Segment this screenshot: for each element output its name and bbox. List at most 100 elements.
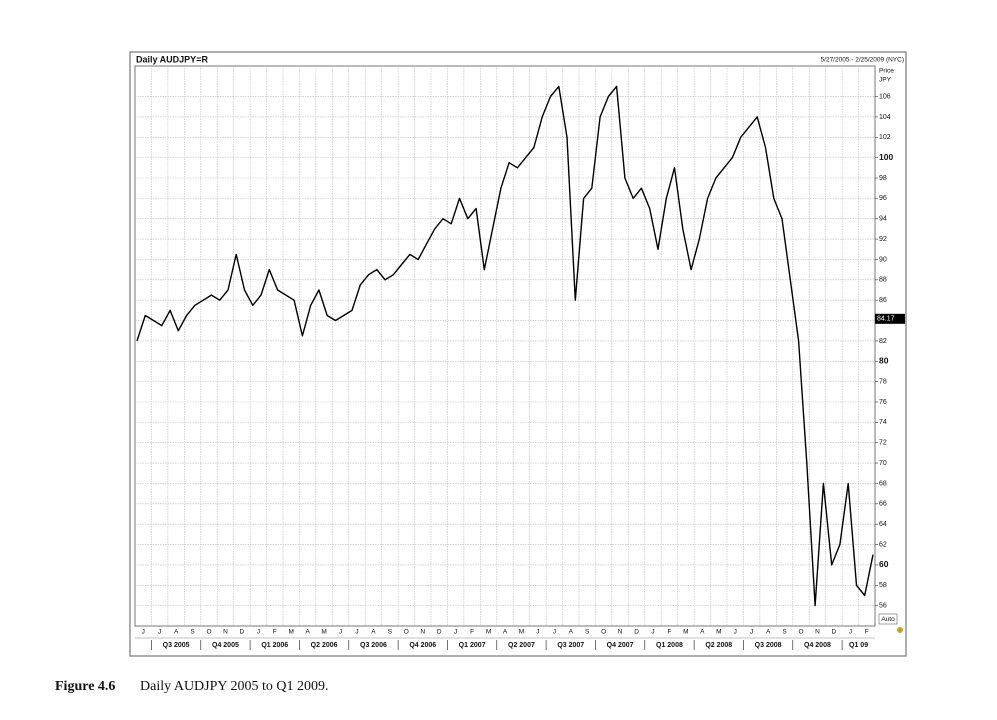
x-tick-label: J <box>849 629 852 636</box>
y-tick-label: 66 <box>879 501 887 508</box>
y-tick-label: 76 <box>879 399 887 406</box>
x-tick-label: N <box>223 629 228 636</box>
quarter-label: Q4 2008 <box>804 642 831 649</box>
y-tick-label: 60 <box>879 559 889 569</box>
x-tick-label: J <box>257 629 260 636</box>
x-tick-label: M <box>289 629 294 636</box>
x-tick-label: A <box>305 629 310 636</box>
caption-text: Daily AUDJPY 2005 to Q1 2009. <box>140 679 329 694</box>
corner-icon <box>897 627 903 633</box>
x-tick-label: F <box>865 629 869 636</box>
date-range: 5/27/2005 - 2/25/2009 (NYC) <box>821 57 904 64</box>
x-tick-label: S <box>782 629 787 636</box>
x-tick-label: J <box>536 629 539 636</box>
y-tick-label: 70 <box>879 460 887 467</box>
quarter-label: Q3 2005 <box>163 642 190 649</box>
x-tick-label: F <box>273 629 277 636</box>
plot-area <box>134 65 876 627</box>
y-tick-label: 90 <box>879 256 887 263</box>
x-tick-label: J <box>750 629 753 636</box>
y-tick-label: 88 <box>879 277 887 284</box>
last-value-label: 84.17 <box>877 316 895 323</box>
x-tick-label: O <box>601 629 606 636</box>
y-label: Price <box>879 68 894 75</box>
price-line <box>136 85 874 607</box>
x-tick-label: D <box>437 629 442 636</box>
y-tick-label: 94 <box>879 216 887 223</box>
y-unit: JPY <box>879 77 892 84</box>
quarter-label: Q3 2006 <box>360 642 387 649</box>
quarter-label: Q3 2008 <box>755 642 782 649</box>
quarter-label: Q1 2007 <box>459 642 486 649</box>
x-tick-label: A <box>766 629 771 636</box>
y-tick-label: 104 <box>879 114 891 121</box>
y-tick-label: 102 <box>879 134 891 141</box>
x-tick-label: A <box>371 629 376 636</box>
quarter-label: Q2 2008 <box>705 642 732 649</box>
x-tick-label: J <box>158 629 161 636</box>
x-tick-label: D <box>832 629 837 636</box>
x-tick-label: A <box>569 629 574 636</box>
quarter-label: Q4 2007 <box>607 642 634 649</box>
x-tick-label: O <box>404 629 409 636</box>
x-tick-label: S <box>585 629 590 636</box>
y-tick-label: 86 <box>879 297 887 304</box>
y-tick-label: 106 <box>879 93 891 100</box>
y-tick-label: 62 <box>879 541 887 548</box>
x-tick-label: F <box>667 629 671 636</box>
x-tick-label: M <box>683 629 688 636</box>
quarter-label: Q2 2006 <box>311 642 338 649</box>
x-tick-label: O <box>798 629 803 636</box>
x-tick-label: J <box>553 629 556 636</box>
y-tick-label: 100 <box>879 152 893 162</box>
y-tick-label: 82 <box>879 338 887 345</box>
quarter-label: Q2 2007 <box>508 642 535 649</box>
auto-button-label[interactable]: Auto <box>881 616 895 623</box>
quarter-label: Q1 2006 <box>261 642 288 649</box>
quarter-label: Q3 2007 <box>557 642 584 649</box>
x-tick-label: J <box>142 629 145 636</box>
y-tick-label: 96 <box>879 195 887 202</box>
y-tick-label: 78 <box>879 378 887 385</box>
y-tick-label: 92 <box>879 236 887 243</box>
x-tick-label: F <box>470 629 474 636</box>
x-tick-label: N <box>815 629 820 636</box>
y-tick-label: 64 <box>879 521 887 528</box>
last-value-box <box>875 313 905 324</box>
x-tick-label: A <box>503 629 508 636</box>
x-tick-label: J <box>454 629 457 636</box>
y-tick-label: 58 <box>879 582 887 589</box>
x-tick-label: M <box>519 629 524 636</box>
y-tick-label: 80 <box>879 356 889 366</box>
x-tick-label: N <box>618 629 623 636</box>
x-tick-label: D <box>634 629 639 636</box>
x-tick-label: O <box>206 629 211 636</box>
x-tick-label: S <box>388 629 393 636</box>
y-tick-label: 74 <box>879 419 887 426</box>
x-tick-label: J <box>651 629 654 636</box>
x-tick-label: M <box>486 629 491 636</box>
auto-button[interactable] <box>878 613 898 625</box>
x-tick-label: A <box>174 629 179 636</box>
quarter-label: Q4 2006 <box>409 642 436 649</box>
x-tick-label: J <box>339 629 342 636</box>
x-tick-label: J <box>355 629 358 636</box>
x-tick-label: S <box>190 629 195 636</box>
quarter-label: Q1 09 <box>849 642 868 649</box>
y-tick-label: 72 <box>879 440 887 447</box>
quarter-label: Q4 2005 <box>212 642 239 649</box>
quarter-label: Q1 2008 <box>656 642 683 649</box>
x-tick-label: J <box>734 629 737 636</box>
x-tick-label: A <box>700 629 705 636</box>
x-tick-label: D <box>240 629 245 636</box>
y-tick-label: 68 <box>879 480 887 487</box>
caption-label: Figure 4.6 <box>55 679 115 694</box>
y-tick-label: 98 <box>879 175 887 182</box>
x-tick-label: M <box>321 629 326 636</box>
x-tick-label: N <box>420 629 425 636</box>
x-tick-label: M <box>716 629 721 636</box>
chart-title: Daily AUDJPY=R <box>136 54 208 64</box>
y-tick-label: 56 <box>879 602 887 609</box>
